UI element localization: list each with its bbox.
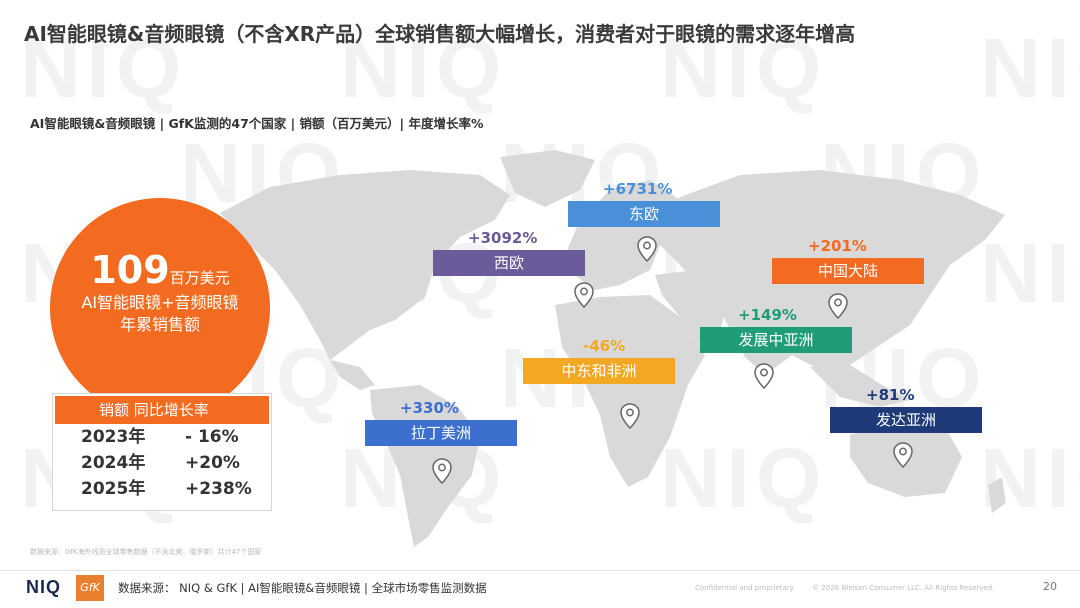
- continent-southeast-asia: [810, 365, 910, 407]
- region-label-developing-asia: 发展中亚洲: [700, 327, 852, 353]
- footer-copyright: © 2026 Nielsen Consumer LLC. All Rights …: [812, 584, 995, 592]
- growth-table-row: 2023年 - 16%: [53, 424, 271, 450]
- region-label-eastern-europe: 东欧: [568, 201, 720, 227]
- region-label-developed-asia: 发达亚洲: [830, 407, 982, 433]
- continent-north-america: [220, 170, 510, 360]
- location-pin-icon: [637, 236, 657, 262]
- page-number: 20: [1043, 580, 1057, 593]
- growth-table: 销额 同比增长率 2023年 - 16% 2024年 +20% 2025年 +2…: [52, 393, 272, 511]
- continent-new-zealand: [988, 477, 1006, 513]
- location-pin-icon: [828, 293, 848, 319]
- growth-table-header: 销额 同比增长率: [55, 396, 269, 424]
- region-label-latin-america: 拉丁美洲: [365, 420, 517, 446]
- continent-greenland: [500, 150, 595, 207]
- location-pin-icon: [893, 442, 913, 468]
- location-pin-icon: [620, 403, 640, 429]
- watermark-text: NIQ: [980, 21, 1080, 115]
- total-sales-value: 109: [90, 248, 170, 292]
- region-growth-china: +201%: [808, 237, 867, 255]
- growth-value: +20%: [185, 453, 240, 473]
- slide-title: AI智能眼镜&音频眼镜（不含XR产品）全球销售额大幅增长，消费者对于眼镜的需求逐…: [24, 22, 856, 46]
- region-label-china: 中国大陆: [772, 258, 924, 284]
- growth-value: +238%: [185, 479, 252, 499]
- footer-divider: [0, 570, 1080, 571]
- slide-subtitle: AI智能眼镜&音频眼镜 | GfK监测的47个国家 | 销额（百万美元）| 年度…: [30, 116, 484, 131]
- total-sales-circle: 109百万美元 AI智能眼镜+音频眼镜 年累销售额: [50, 198, 270, 418]
- total-sales-unit: 百万美元: [169, 269, 230, 287]
- continent-central-america: [330, 360, 375, 390]
- region-growth-western-europe: +3092%: [468, 229, 538, 247]
- region-label-western-europe: 西欧: [433, 250, 585, 276]
- footer-source: 数据来源： NIQ & GfK | AI智能眼镜&音频眼镜 | 全球市场零售监测…: [118, 581, 487, 595]
- data-source-note: 数据来源：GfK海外线测全球零售数据（不含北美、俄罗斯）共计47个国家: [30, 548, 262, 556]
- growth-year: 2023年: [81, 427, 146, 447]
- growth-table-row: 2024年 +20%: [53, 450, 271, 476]
- location-pin-icon: [432, 458, 452, 484]
- location-pin-icon: [754, 363, 774, 389]
- niq-logo: NIQ: [26, 577, 62, 597]
- growth-table-row: 2025年 +238%: [53, 476, 271, 502]
- growth-year: 2024年: [81, 453, 146, 473]
- total-sales-label-2: 年累销售额: [119, 315, 200, 334]
- growth-year: 2025年: [81, 479, 146, 499]
- region-growth-eastern-europe: +6731%: [603, 180, 673, 198]
- region-label-middle-east-africa: 中东和非洲: [523, 358, 675, 384]
- region-growth-developing-asia: +149%: [738, 306, 797, 324]
- gfk-logo: GfK: [76, 575, 104, 601]
- footer-confidential: Confidential and proprietary: [695, 584, 794, 592]
- region-growth-developed-asia: +81%: [866, 386, 915, 404]
- continent-africa: [555, 295, 705, 487]
- total-sales-label-1: AI智能眼镜+音频眼镜: [81, 293, 239, 312]
- growth-value: - 16%: [185, 427, 239, 447]
- location-pin-icon: [574, 282, 594, 308]
- region-growth-middle-east-africa: -46%: [583, 337, 626, 355]
- region-growth-latin-america: +330%: [400, 399, 459, 417]
